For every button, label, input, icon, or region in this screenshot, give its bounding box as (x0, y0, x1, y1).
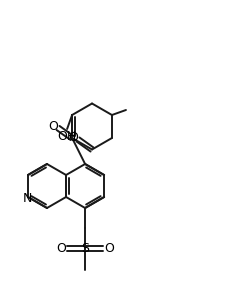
Text: O: O (104, 241, 114, 255)
Text: O: O (56, 241, 66, 255)
Text: S: S (81, 241, 89, 255)
Text: O: O (48, 121, 58, 133)
Text: N: N (22, 192, 32, 204)
Text: O: O (68, 131, 78, 144)
Text: OH: OH (58, 131, 77, 143)
